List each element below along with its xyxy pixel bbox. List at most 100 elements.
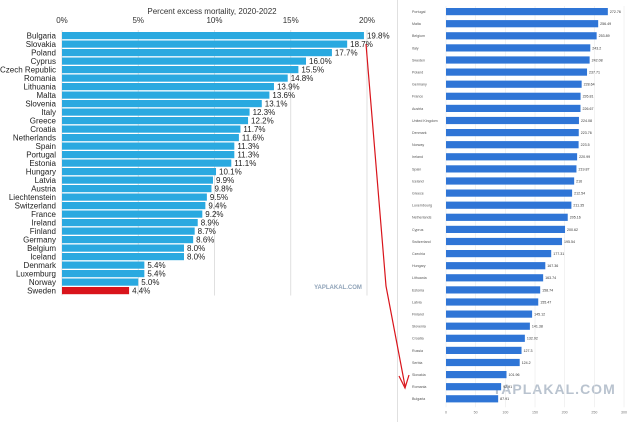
value-label: 242.08 <box>592 58 603 62</box>
bar <box>62 74 288 82</box>
bar <box>446 358 520 367</box>
bar <box>446 189 573 197</box>
x-tick-label: 250 <box>591 410 597 414</box>
value-label: 15.5% <box>301 65 324 74</box>
category-label: Sweden <box>412 58 425 62</box>
bar <box>446 8 608 16</box>
category-label: Italy <box>412 46 419 50</box>
value-label: 253.89 <box>599 34 610 38</box>
bar <box>62 261 145 269</box>
bar <box>446 129 579 137</box>
value-label: 145.12 <box>534 313 545 317</box>
value-label: 12.2% <box>251 116 274 125</box>
value-label: 4.4% <box>132 286 150 295</box>
value-label: 243.2 <box>592 46 601 50</box>
category-label: Hungary <box>412 264 426 268</box>
bar <box>62 142 235 150</box>
bar <box>62 202 206 210</box>
bar <box>62 49 332 57</box>
value-label: 224.08 <box>581 119 592 123</box>
value-label: 141.38 <box>532 325 543 329</box>
value-label: 237.71 <box>589 71 600 75</box>
value-label: 9.5% <box>210 193 228 202</box>
x-tick-label: 150 <box>532 410 538 414</box>
bar <box>62 278 139 286</box>
category-label: Bulgaria <box>27 31 57 40</box>
value-label: 18.7% <box>350 40 373 49</box>
value-label: 228.64 <box>584 83 595 87</box>
bar <box>446 116 579 125</box>
category-label: Slovakia <box>26 40 57 49</box>
category-label: Croatia <box>412 337 424 341</box>
bar <box>446 286 541 294</box>
value-label: 158.74 <box>542 288 553 292</box>
x-tick-label: 0 <box>445 410 447 414</box>
value-label: 219.87 <box>578 167 589 171</box>
category-label: Switzerland <box>412 240 431 244</box>
value-label: 11.6% <box>242 133 264 142</box>
category-label: France <box>412 95 423 99</box>
value-label: 16.0% <box>309 57 332 66</box>
category-label: Austria <box>412 107 423 111</box>
category-label: Greece <box>412 192 424 196</box>
x-tick-label: 300 <box>621 410 627 414</box>
bar <box>62 125 241 133</box>
category-label: Denmark <box>412 131 427 135</box>
bar <box>446 56 590 64</box>
category-label: Russia <box>412 349 423 353</box>
right-chart-panel: YAPLAKAL.COM 0 50 100 150 200 250 300 Portugal 2… <box>397 0 640 422</box>
value-label: 11.3% <box>237 142 259 151</box>
value-label: 10.1% <box>219 167 242 176</box>
bar <box>446 44 591 52</box>
value-label: 155.47 <box>540 300 551 304</box>
value-label: 8.6% <box>196 235 214 244</box>
bar <box>62 270 145 278</box>
value-label: 13.1% <box>265 99 288 108</box>
category-label: Latvia <box>35 176 57 185</box>
category-label: Estonia <box>412 288 424 292</box>
bar <box>446 310 533 318</box>
category-label: Luxembourg <box>412 204 432 208</box>
value-label: 9.8% <box>214 184 232 193</box>
bar <box>446 250 552 258</box>
category-label: Liechtenstein <box>9 193 56 202</box>
category-label: Bulgaria <box>412 397 425 401</box>
category-label: Netherlands <box>412 216 432 220</box>
bar <box>446 68 588 76</box>
value-label: 12.3% <box>253 108 276 117</box>
bar <box>446 92 581 100</box>
bar <box>62 210 203 218</box>
bar <box>446 20 599 28</box>
bar <box>62 40 348 48</box>
bar <box>446 177 575 185</box>
bar <box>62 227 195 235</box>
value-label: 256.49 <box>600 22 611 26</box>
x-tick-label: 50 <box>474 410 478 414</box>
category-label: Spain <box>36 142 56 151</box>
bar <box>446 225 566 233</box>
value-label: 92.91 <box>503 385 512 389</box>
bar <box>62 236 194 244</box>
x-tick-label: 10% <box>206 16 222 25</box>
bar <box>446 237 563 246</box>
category-label: Slovakia <box>412 373 426 377</box>
value-label: 127.3 <box>524 349 533 353</box>
value-label: 101.96 <box>508 373 519 377</box>
category-label: Croatia <box>30 125 56 134</box>
value-label: 11.7% <box>243 125 265 134</box>
value-label: 13.6% <box>272 91 295 100</box>
value-label: 19.8% <box>367 31 390 40</box>
value-label: 223.5 <box>581 143 590 147</box>
category-label: Lithuania <box>412 276 427 280</box>
bar <box>62 100 262 108</box>
value-label: 124.2 <box>522 361 531 365</box>
bar <box>62 108 250 116</box>
value-label: 167.36 <box>547 264 558 268</box>
x-tick-label: 20% <box>359 16 375 25</box>
category-label: Cyprus <box>412 228 424 232</box>
value-label: 226.67 <box>582 107 593 111</box>
category-label: Belgium <box>412 34 425 38</box>
x-tick-label: 0% <box>56 16 68 25</box>
category-label: Germany <box>412 83 427 87</box>
category-label: Estonia <box>29 159 56 168</box>
